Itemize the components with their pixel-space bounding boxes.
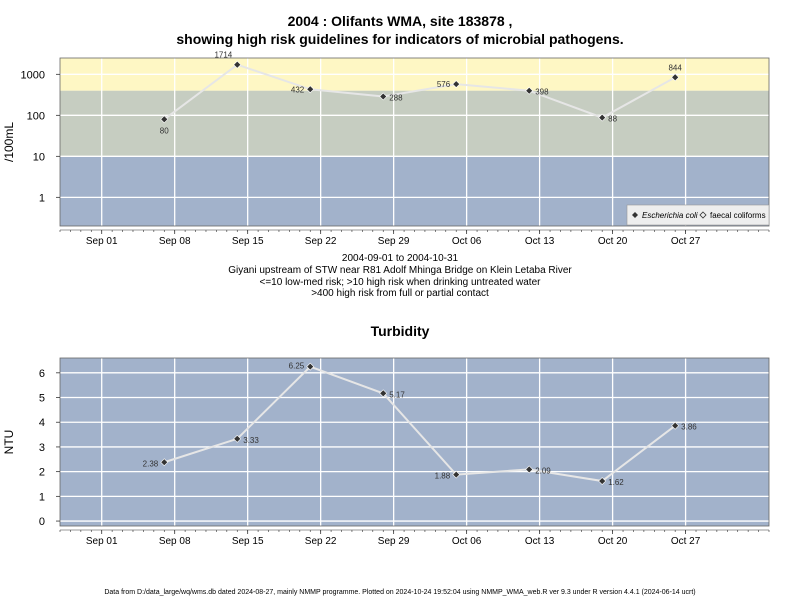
data-label: 844 (668, 63, 682, 72)
footer-note: Data from D:/data_large/wq/wms.db dated … (104, 589, 696, 596)
x-tick-label: Oct 13 (525, 536, 555, 547)
data-label: 6.25 (289, 362, 305, 371)
x-tick-label: Oct 13 (525, 236, 555, 247)
chart-panel-2: 0 1 2 3 4 5 6 NTU Sep 01 Sep 08 Sep 15 Sep 22 Sep 29… (2, 323, 770, 547)
y-tick-label: 1 (39, 491, 45, 503)
y-tick-label: 3 (39, 442, 45, 454)
data-point (525, 465, 534, 474)
data-point (160, 115, 169, 124)
data-point (306, 362, 315, 371)
y-tick-label: 6 (39, 368, 45, 380)
chart-panel-1: 1 10 100 1000/100mL Sep 01 Sep 08 Sep 15 Sep 22… (2, 51, 770, 247)
data-point (525, 86, 534, 95)
x-tick-label: Sep 22 (305, 536, 337, 547)
data-label: 576 (437, 80, 451, 89)
data-label: 5.17 (389, 390, 405, 399)
data-point (598, 113, 607, 122)
x-tick-label: Sep 15 (232, 236, 264, 247)
data-label: 1714 (214, 51, 232, 60)
data-label: 2.09 (535, 466, 551, 475)
data-label: 2.38 (143, 459, 159, 468)
plot-background (60, 358, 769, 526)
y-tick-label: 0 (39, 516, 45, 528)
y-tick-label: 10 (33, 151, 45, 163)
chart-title-line-2: showing high risk guidelines for indicat… (176, 31, 624, 47)
y-tick-label: 100 (27, 110, 45, 122)
plot-frame (59, 357, 770, 527)
data-point (160, 458, 169, 467)
legend-entry-faecal: faecal coliforms (710, 211, 766, 220)
data-label: 288 (389, 93, 403, 102)
x-tick-label: Oct 27 (671, 236, 701, 247)
caption-contact-guideline: >400 high risk from full or partial cont… (311, 288, 489, 299)
x-tick-label: Sep 01 (86, 236, 118, 247)
x-tick-label: Oct 06 (452, 236, 482, 247)
plot-frame (59, 57, 770, 227)
y-tick-label: 2 (39, 467, 45, 479)
x-tick-label: Oct 20 (598, 536, 628, 547)
legend: Escherichia coli faecal coliforms (626, 204, 770, 226)
data-point (671, 421, 680, 430)
x-tick-label: Sep 08 (159, 536, 191, 547)
y-axis-label: /100mL (2, 122, 16, 162)
x-tick-label: Sep 29 (378, 236, 410, 247)
data-label: 3.33 (243, 436, 259, 445)
caption-date-range: 2004-09-01 to 2004-10-31 (341, 253, 459, 264)
x-tick-label: Oct 27 (671, 536, 701, 547)
y-tick-label: 1 (39, 192, 45, 204)
risk-band-2 (60, 90, 769, 157)
x-tick-label: Sep 08 (159, 236, 191, 247)
panel-title: Turbidity (371, 323, 430, 339)
series-line (163, 365, 676, 483)
data-point (671, 73, 680, 82)
y-tick-label: 1000 (21, 69, 45, 81)
data-point (452, 470, 461, 479)
data-point (379, 92, 388, 101)
data-point (452, 80, 461, 89)
x-tick-label: Sep 15 (232, 536, 264, 547)
series-line (163, 63, 676, 121)
legend-marker-open (699, 211, 707, 219)
x-tick-label: Sep 01 (86, 536, 118, 547)
chart-title-line-1: 2004 : Olifants WMA, site 183878 , (287, 13, 513, 29)
data-label: 80 (160, 126, 169, 135)
data-label: 432 (291, 85, 305, 94)
data-label: 3.86 (681, 423, 697, 432)
x-tick-label: Sep 29 (378, 536, 410, 547)
data-point (598, 477, 607, 485)
data-label: 1.88 (435, 472, 451, 481)
data-point (306, 85, 315, 94)
legend-box (626, 204, 770, 226)
x-tick-label: Oct 20 (598, 236, 628, 247)
x-tick-label: Oct 06 (452, 536, 482, 547)
data-point (233, 434, 242, 443)
y-tick-label: 4 (39, 417, 45, 429)
data-label: 88 (608, 115, 617, 124)
y-axis-label: NTU (2, 430, 16, 455)
caption-site-description: Giyani upstream of STW near R81 Adolf Mh… (228, 265, 572, 276)
data-point (233, 60, 242, 69)
caption-drinking-guideline: <=10 low-med risk; >10 high risk when dr… (259, 277, 541, 288)
legend-entry-ecoli: Escherichia coli (642, 211, 698, 220)
y-tick-label: 5 (39, 393, 45, 405)
x-tick-label: Sep 22 (305, 236, 337, 247)
data-label: 1.62 (608, 478, 624, 487)
legend-marker-filled (632, 212, 638, 218)
data-label: 398 (535, 88, 549, 97)
data-point (379, 389, 388, 398)
